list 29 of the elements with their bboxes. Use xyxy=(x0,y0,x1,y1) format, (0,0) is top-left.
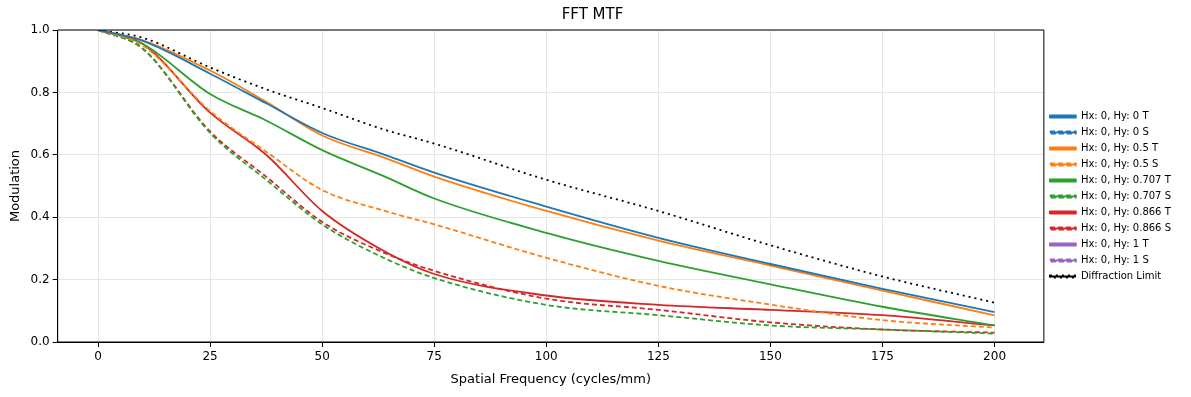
x-tick-label: 125 xyxy=(646,349,670,364)
y-tick-label: 1.0 xyxy=(30,22,50,37)
legend-label: Hx: 0, Hy: 1 T xyxy=(1080,238,1150,250)
x-tick-label: 100 xyxy=(534,349,558,364)
x-axis-title: Spatial Frequency (cycles/mm) xyxy=(450,370,651,386)
chart-title: FFT MTF xyxy=(561,4,624,23)
y-tick-label: 0.4 xyxy=(30,209,50,224)
x-tick-label: 25 xyxy=(202,349,218,364)
x-tick-label: 200 xyxy=(983,349,1007,364)
y-tick-label: 0.2 xyxy=(30,271,50,286)
legend-label: Hx: 0, Hy: 0.866 S xyxy=(1080,222,1172,234)
legend-label: Hx: 0, Hy: 0.707 T xyxy=(1080,174,1172,186)
legend-label: Diffraction Limit xyxy=(1080,270,1162,282)
legend-label: Hx: 0, Hy: 0.5 T xyxy=(1080,142,1159,154)
y-tick-label: 0.6 xyxy=(30,146,50,161)
legend-label: Hx: 0, Hy: 0.866 T xyxy=(1080,206,1172,218)
y-tick-label: 0.8 xyxy=(30,84,50,99)
x-tick-label: 175 xyxy=(871,349,894,364)
legend-label: Hx: 0, Hy: 0.707 S xyxy=(1080,190,1172,202)
y-axis-title: Modulation xyxy=(7,149,23,223)
legend-label: Hx: 0, Hy: 0 T xyxy=(1080,110,1150,122)
x-tick-label: 150 xyxy=(758,349,782,364)
legend-label: Hx: 0, Hy: 0.5 S xyxy=(1080,158,1159,170)
x-tick-label: 0 xyxy=(94,349,102,364)
legend-label: Hx: 0, Hy: 0 S xyxy=(1080,126,1149,138)
y-tick-label: 0.0 xyxy=(30,334,50,349)
x-tick-label: 50 xyxy=(314,349,330,364)
legend-label: Hx: 0, Hy: 1 S xyxy=(1080,254,1149,266)
x-tick-label: 75 xyxy=(426,349,442,364)
